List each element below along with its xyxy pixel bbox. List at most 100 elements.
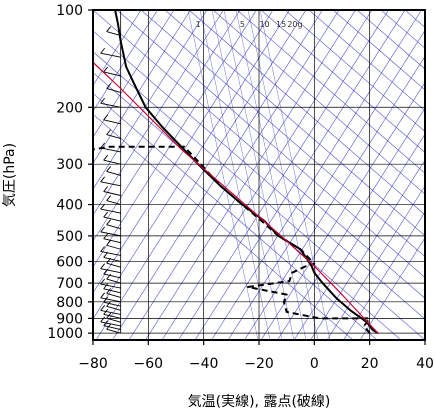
- data-point: [261, 220, 263, 222]
- data-point: [349, 309, 351, 311]
- y-tick-label: 700: [56, 276, 83, 292]
- wind-barb: [103, 159, 121, 165]
- mixing-ratio-labels: 1 5 10 15 20g: [196, 20, 303, 29]
- isotherm-line: [93, 10, 241, 242]
- isotherm-line: [343, 211, 425, 340]
- wind-barb: [100, 208, 121, 214]
- wind-barb-flag: [100, 305, 106, 311]
- wind-barb-flag: [100, 278, 106, 285]
- x-tick-label: 40: [416, 356, 434, 372]
- mixing-ratio-label: 10: [259, 20, 269, 29]
- wind-barb-flag: [100, 292, 106, 299]
- data-point: [319, 317, 321, 319]
- data-point: [313, 272, 315, 274]
- isotherm-line: [145, 10, 356, 340]
- adiabat-line: [308, 10, 425, 112]
- y-tick-label: 900: [56, 311, 83, 327]
- wind-barb-flag: [103, 66, 109, 73]
- wind-barbs: [100, 1, 122, 334]
- wind-barb: [103, 119, 121, 125]
- data-point: [310, 265, 313, 267]
- isotherm-line: [112, 10, 323, 340]
- data-point: [219, 185, 221, 187]
- adiabat-line: [332, 10, 425, 91]
- data-point: [286, 294, 288, 296]
- wind-barb: [103, 71, 121, 77]
- y-tick-label: 1000: [47, 326, 83, 342]
- wind-barb: [103, 288, 121, 294]
- wind-barb: [106, 328, 121, 334]
- adiabat-line: [236, 10, 425, 174]
- isotherm-line: [194, 10, 406, 340]
- adiabat-line: [164, 10, 425, 237]
- wind-barb: [106, 278, 121, 284]
- wind-barb-flag: [100, 246, 106, 252]
- data-point: [369, 317, 371, 319]
- wind-barb-flag: [106, 129, 112, 135]
- wind-barb-flag: [106, 195, 112, 201]
- wind-barb: [100, 231, 121, 237]
- data-point: [369, 332, 371, 334]
- data-point: [341, 294, 343, 296]
- wind-barb: [106, 317, 121, 323]
- wind-barb-flag: [100, 97, 106, 104]
- wind-barb: [103, 325, 121, 331]
- y-tick-label: 100: [56, 3, 83, 19]
- wind-barb: [100, 251, 121, 256]
- y-tick-label: 400: [56, 198, 83, 214]
- data-point: [305, 265, 307, 267]
- y-tick-label: 800: [56, 295, 83, 311]
- wind-barb: [106, 292, 121, 298]
- wind-barb-flag: [106, 301, 112, 307]
- isotherm-line: [326, 185, 425, 340]
- wind-barb: [100, 181, 121, 187]
- wind-barb-flag: [106, 273, 112, 280]
- isotherm-line: [128, 10, 340, 340]
- x-tick-label: −20: [244, 356, 274, 372]
- wind-barb-flag: [100, 176, 106, 183]
- x-tick-label: −40: [189, 356, 219, 372]
- wind-barb-flag: [104, 1, 108, 6]
- isotherm-line: [161, 10, 373, 340]
- wind-barb: [100, 268, 121, 274]
- data-point: [109, 146, 111, 148]
- data-point: [117, 22, 119, 24]
- data-point: [200, 163, 202, 165]
- wind-barb-flag: [106, 219, 112, 225]
- data-point: [286, 311, 288, 313]
- isotherm-line: [93, 10, 175, 138]
- data-point: [120, 40, 122, 42]
- wind-barb: [106, 170, 121, 176]
- wind-barb-flag: [103, 252, 109, 258]
- isotherm-line: [93, 10, 274, 294]
- y-tick-label: 500: [56, 229, 83, 245]
- x-tick-label: −60: [134, 356, 164, 372]
- wind-barb-flag: [106, 26, 112, 32]
- isotherm-line: [310, 159, 425, 340]
- wind-barb: [106, 88, 121, 93]
- wind-barb-flag: [100, 226, 106, 233]
- wind-barb: [106, 200, 121, 205]
- data-point: [120, 87, 122, 90]
- wind-barb-flag: [103, 233, 109, 240]
- wind-barb: [100, 297, 121, 303]
- wind-barb: [103, 301, 121, 307]
- wind-barb: [106, 262, 121, 268]
- mixing-ratio-label: 15: [276, 20, 286, 29]
- wind-barb: [106, 244, 121, 250]
- isotherm-line: [93, 10, 257, 268]
- wind-barb-flag: [106, 166, 112, 172]
- data-point: [144, 106, 147, 108]
- mixing-ratio-label: 5: [240, 20, 245, 29]
- wind-barb-flag: [106, 83, 112, 89]
- data-point: [125, 66, 127, 68]
- wind-barb: [100, 52, 121, 58]
- wind-barb: [103, 216, 121, 222]
- data-point: [280, 235, 282, 237]
- wind-barb: [100, 102, 121, 108]
- wind-barb: [106, 305, 121, 311]
- adiabat-line: [212, 10, 425, 195]
- wind-barb: [103, 238, 121, 244]
- y-tick-label: 600: [56, 254, 83, 270]
